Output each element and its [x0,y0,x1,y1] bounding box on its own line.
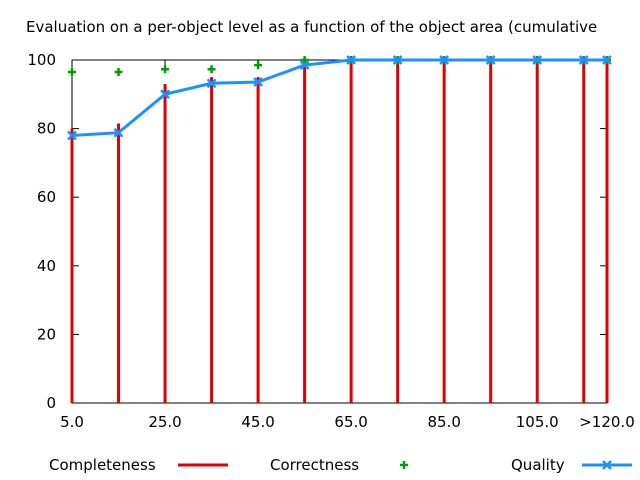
quality-point [67,130,77,141]
quality-point [346,55,357,65]
quality-series [67,55,612,141]
completeness-series [70,60,609,403]
quality-point [532,55,543,65]
quality-point [485,55,496,65]
quality-line [71,58,607,137]
quality-point [439,55,450,65]
y-tick-label: 20 [37,325,56,343]
quality-point [206,78,217,89]
quality-point [253,77,263,87]
quality-point [602,55,612,65]
chart-title: Evaluation on a per-object level as a fu… [26,18,597,36]
y-tick-label: 0 [46,394,56,412]
quality-point [299,60,310,71]
correctness-point [161,65,170,74]
legend: Completeness Correctness Quality [49,456,632,474]
plot-area-frame [71,59,608,404]
y-tick-label: 100 [27,51,56,69]
correctness-point [300,56,309,64]
correctness-point [68,68,76,77]
x-tick-label: 45.0 [241,413,274,431]
x-tick-label: >120.0 [579,413,635,431]
legend-label-correctness: Correctness [270,456,359,474]
quality-point [160,89,170,100]
quality-point [578,55,589,65]
legend-marker-quality [602,460,612,470]
legend-label-quality: Quality [511,456,565,474]
y-axis: 0 20 40 60 80 100 [27,51,607,412]
correctness-point [254,61,263,70]
y-tick-label: 60 [37,188,56,206]
quality-point [113,127,124,138]
correctness-point [207,65,216,74]
quality-point [392,55,403,65]
legend-swatch-correctness [400,461,408,469]
x-tick-label: 5.0 [60,413,84,431]
y-tick-label: 40 [37,257,56,275]
x-axis: 5.0 25.0 45.0 65.0 85.0 105.0 >120.0 [60,60,635,431]
x-tick-label: 65.0 [334,413,367,431]
x-tick-label: 105.0 [516,413,559,431]
legend-label-completeness: Completeness [49,456,156,474]
y-tick-label: 80 [37,120,56,138]
x-tick-label: 25.0 [148,413,181,431]
x-tick-label: 85.0 [427,413,460,431]
correctness-point [114,68,123,77]
